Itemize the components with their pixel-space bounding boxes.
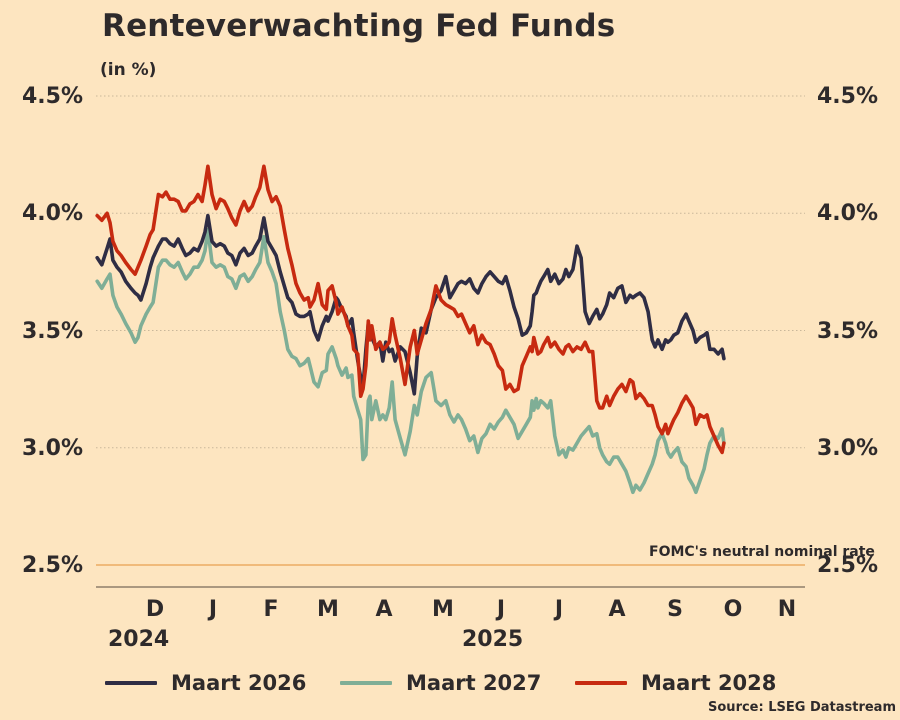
x-tick-may: M (432, 597, 454, 622)
series-layer (95, 164, 726, 495)
x-tick-sep: S (667, 597, 683, 622)
y-tick-left-4.5: 4.5% (22, 84, 84, 109)
y-tick-right-4.0: 4.0% (817, 201, 879, 226)
y-tick-right-3.5: 3.5% (817, 319, 879, 344)
x-tick-oct: O (723, 597, 743, 622)
y-tick-left-4.0: 4.0% (22, 201, 84, 226)
x-tick-jan: J (208, 597, 218, 622)
series-line-maart-2026 (95, 213, 726, 396)
x-tick-apr: A (375, 597, 393, 622)
legend-label-maart-2028: Maart 2028 (641, 671, 777, 695)
legend-item-maart-2026: Maart 2026 (105, 671, 306, 695)
x-year-2025: 2025 (462, 627, 524, 652)
y-tick-right-2.5: 2.5% (817, 553, 879, 578)
neutral-rate-label: FOMC's neutral nominal rate (649, 544, 875, 560)
series-line-maart-2028 (95, 164, 726, 455)
x-tick-dec: D (145, 597, 165, 622)
x-tick-feb: F (263, 597, 279, 622)
chart-subtitle: (in %) (100, 60, 157, 80)
y-tick-left-3.0: 3.0% (22, 436, 84, 461)
x-tick-nov: N (777, 597, 797, 622)
legend-item-maart-2027: Maart 2027 (340, 671, 541, 695)
x-tick-mar: M (317, 597, 339, 622)
legend-label-maart-2026: Maart 2026 (171, 671, 307, 695)
x-tick-jun: J (496, 597, 506, 622)
x-tick-jul: J (554, 597, 564, 622)
legend-swatch-maart-2027 (340, 681, 392, 685)
y-tick-right-3.0: 3.0% (817, 436, 879, 461)
legend-swatch-maart-2028 (575, 681, 627, 685)
gridlines (96, 95, 805, 449)
chart-title: Renteverwachting Fed Funds (102, 8, 616, 44)
x-year-2024: 2024 (108, 627, 170, 652)
legend-label-maart-2027: Maart 2027 (406, 671, 542, 695)
y-tick-right-4.5: 4.5% (817, 84, 879, 109)
y-tick-left-2.5: 2.5% (22, 553, 84, 578)
x-tick-aug: A (608, 597, 626, 622)
legend-swatch-maart-2026 (105, 681, 157, 685)
series-line-maart-2027 (95, 227, 726, 495)
legend-item-maart-2028: Maart 2028 (575, 671, 776, 695)
source-note: Source: LSEG Datastream (708, 700, 896, 715)
y-tick-left-3.5: 3.5% (22, 319, 84, 344)
